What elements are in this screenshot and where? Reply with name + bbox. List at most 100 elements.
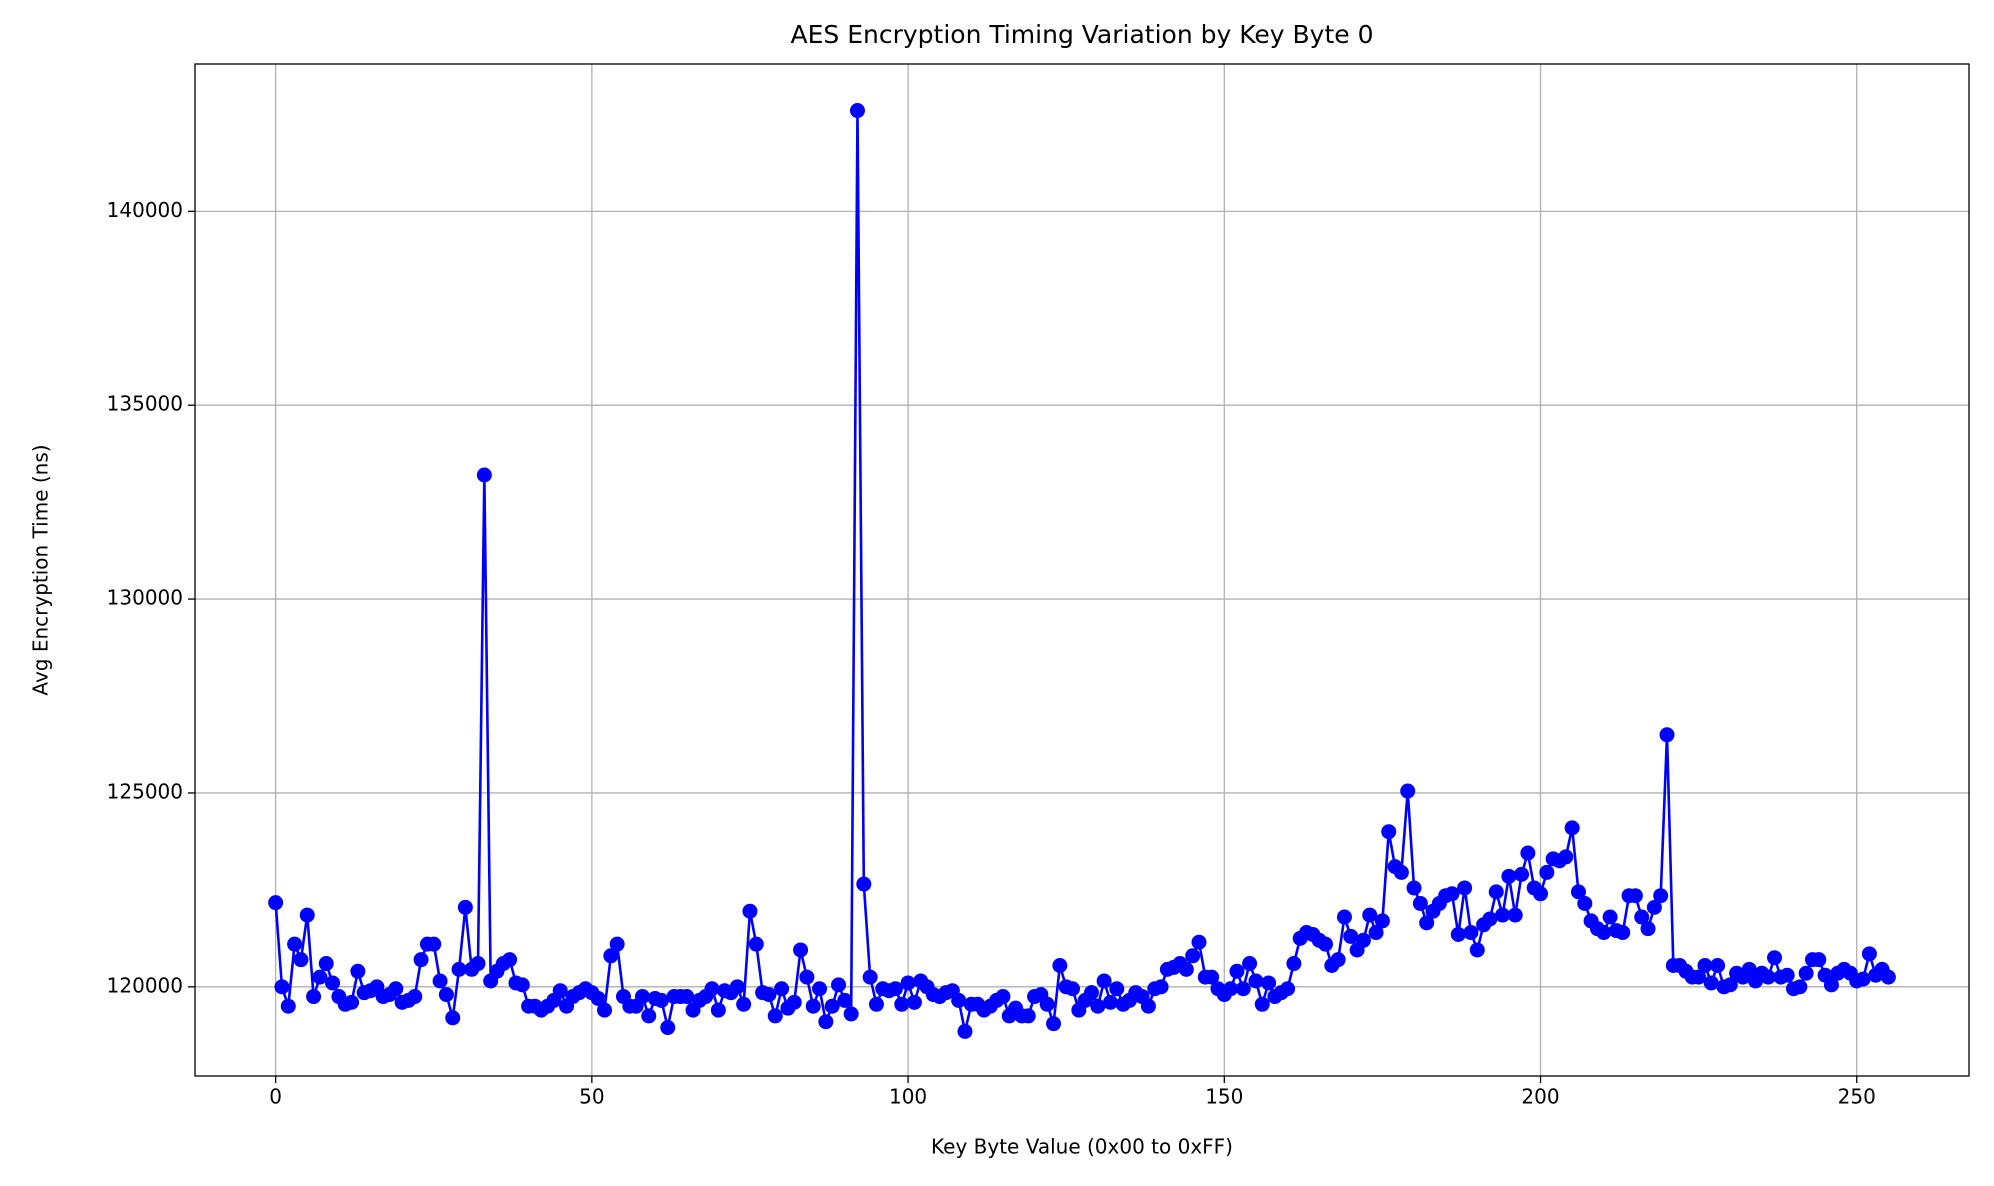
data-point xyxy=(1779,967,1795,983)
data-point xyxy=(653,992,669,1008)
data-point xyxy=(1602,909,1618,925)
data-point xyxy=(748,936,764,952)
data-point xyxy=(1577,895,1593,911)
data-point xyxy=(1286,956,1302,972)
data-point xyxy=(274,979,290,995)
data-point xyxy=(1798,965,1814,981)
data-point xyxy=(634,989,650,1005)
data-point xyxy=(1444,886,1460,902)
data-point xyxy=(1096,973,1112,989)
data-point xyxy=(704,981,720,997)
data-point xyxy=(1254,996,1270,1012)
data-point xyxy=(1223,981,1239,997)
data-point xyxy=(1368,925,1384,941)
data-point xyxy=(1185,948,1201,964)
data-point xyxy=(1330,952,1346,968)
data-point xyxy=(849,103,865,119)
data-point xyxy=(1514,866,1530,882)
data-point xyxy=(1400,783,1416,799)
data-point xyxy=(818,1014,834,1030)
data-point xyxy=(894,996,910,1012)
data-point xyxy=(843,1006,859,1022)
data-point xyxy=(476,467,492,483)
data-point xyxy=(1741,961,1757,977)
data-point xyxy=(1482,911,1498,927)
data-point xyxy=(995,989,1011,1005)
y-axis-label: Avg Encryption Time (ns) xyxy=(29,444,53,695)
data-point xyxy=(1280,981,1296,997)
data-point xyxy=(1855,971,1871,987)
data-point xyxy=(1558,849,1574,865)
x-tick-label: 50 xyxy=(579,1085,604,1109)
data-point xyxy=(906,994,922,1010)
data-point xyxy=(1248,973,1264,989)
data-point xyxy=(1374,913,1390,929)
data-point xyxy=(767,1008,783,1024)
data-point xyxy=(1362,907,1378,923)
data-point xyxy=(831,977,847,993)
x-tick-label: 200 xyxy=(1521,1085,1559,1109)
data-point xyxy=(1090,998,1106,1014)
data-point xyxy=(1710,957,1726,973)
data-point xyxy=(1488,884,1504,900)
chart-title: AES Encryption Timing Variation by Key B… xyxy=(790,20,1373,49)
data-point xyxy=(445,1010,461,1026)
data-point xyxy=(344,994,360,1010)
data-point xyxy=(1109,981,1125,997)
data-point xyxy=(280,998,296,1014)
data-point xyxy=(597,1002,613,1018)
data-point xyxy=(407,989,423,1005)
data-point xyxy=(1178,961,1194,977)
data-point xyxy=(1204,969,1220,985)
data-point xyxy=(1083,985,1099,1001)
data-point xyxy=(1191,934,1207,950)
data-point xyxy=(1811,952,1827,968)
data-point xyxy=(1355,932,1371,948)
data-point xyxy=(679,989,695,1005)
x-tick-label: 100 xyxy=(889,1085,927,1109)
data-point xyxy=(1495,907,1511,923)
data-point xyxy=(1533,886,1549,902)
data-point xyxy=(793,942,809,958)
data-point xyxy=(1235,981,1251,997)
data-point xyxy=(1570,884,1586,900)
data-point xyxy=(736,996,752,1012)
data-point xyxy=(1792,979,1808,995)
data-point xyxy=(1823,977,1839,993)
x-tick-label: 150 xyxy=(1205,1085,1243,1109)
data-point xyxy=(552,983,568,999)
data-point xyxy=(862,969,878,985)
data-point xyxy=(1646,899,1662,915)
data-point xyxy=(1469,942,1485,958)
data-point xyxy=(1412,895,1428,911)
data-point xyxy=(641,1008,657,1024)
data-point xyxy=(1760,969,1776,985)
data-point xyxy=(951,992,967,1008)
data-point xyxy=(1065,981,1081,997)
data-point xyxy=(318,956,334,972)
data-point xyxy=(502,952,518,968)
data-point xyxy=(451,961,467,977)
data-point xyxy=(1393,864,1409,880)
data-point xyxy=(710,1002,726,1018)
data-point xyxy=(1153,979,1169,995)
data-point xyxy=(786,994,802,1010)
data-point xyxy=(742,903,758,919)
data-point xyxy=(350,963,366,979)
data-point xyxy=(824,998,840,1014)
data-point xyxy=(1052,957,1068,973)
data-point xyxy=(805,998,821,1014)
data-point xyxy=(1596,925,1612,941)
data-point xyxy=(325,975,341,991)
data-point xyxy=(1317,936,1333,952)
data-point xyxy=(1406,880,1422,896)
data-point xyxy=(438,987,454,1003)
data-point xyxy=(1419,915,1435,931)
data-point xyxy=(299,907,315,923)
y-tick-label: 130000 xyxy=(107,586,183,610)
data-point xyxy=(1697,957,1713,973)
data-point xyxy=(1659,727,1675,743)
data-point xyxy=(1627,888,1643,904)
data-point xyxy=(660,1020,676,1036)
data-point xyxy=(1020,1008,1036,1024)
